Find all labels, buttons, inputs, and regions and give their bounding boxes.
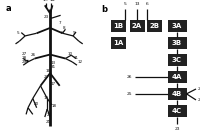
Text: 13: 13	[50, 61, 56, 65]
Text: 1A: 1A	[113, 40, 123, 46]
Text: 26: 26	[127, 75, 132, 79]
Text: 4B: 4B	[172, 91, 182, 97]
Text: 25: 25	[198, 87, 200, 91]
Text: 3C: 3C	[172, 57, 182, 63]
Text: 17: 17	[50, 82, 56, 86]
Bar	[168, 37, 186, 49]
Text: 5: 5	[17, 31, 20, 35]
Text: 6: 6	[146, 2, 148, 6]
Text: 3A: 3A	[172, 23, 182, 29]
Bar	[168, 71, 186, 83]
Text: b: b	[101, 5, 107, 14]
Text: 20: 20	[34, 102, 39, 106]
Bar	[146, 20, 162, 32]
Text: 25: 25	[126, 92, 132, 96]
Bar	[168, 54, 186, 66]
Text: 2A: 2A	[132, 23, 142, 29]
Text: 24: 24	[198, 98, 200, 102]
Text: 14: 14	[43, 0, 49, 2]
Text: 2B: 2B	[149, 23, 159, 29]
Text: 31: 31	[50, 65, 56, 68]
Text: 15: 15	[50, 0, 55, 2]
Bar	[168, 105, 186, 117]
Bar	[110, 37, 126, 49]
Bar	[130, 20, 144, 32]
Text: 11: 11	[74, 56, 79, 60]
Text: 21: 21	[46, 120, 51, 124]
Text: 22: 22	[47, 113, 52, 117]
Text: 3B: 3B	[172, 40, 182, 46]
Text: 18: 18	[51, 104, 56, 108]
Text: 5: 5	[124, 2, 126, 6]
Text: 9: 9	[73, 31, 75, 35]
Text: 1B: 1B	[113, 23, 123, 29]
Text: 29: 29	[22, 60, 27, 64]
Text: 6: 6	[61, 31, 64, 35]
Text: 13: 13	[134, 2, 140, 6]
Text: 28: 28	[22, 56, 27, 60]
Text: 26: 26	[31, 53, 36, 57]
Text: 19: 19	[43, 96, 48, 100]
Text: 4A: 4A	[172, 74, 182, 80]
Text: 10: 10	[68, 52, 73, 56]
Text: 12: 12	[77, 60, 82, 64]
Bar	[168, 88, 186, 100]
Text: 27: 27	[22, 52, 27, 56]
Text: 23: 23	[44, 75, 49, 79]
Text: 7: 7	[59, 21, 61, 25]
Text: 8: 8	[63, 26, 66, 30]
Text: a: a	[6, 4, 12, 13]
Text: 23: 23	[174, 127, 180, 131]
Text: 16: 16	[45, 69, 50, 73]
Text: 4C: 4C	[172, 108, 182, 114]
Bar	[168, 20, 186, 32]
Text: 23: 23	[44, 15, 49, 19]
Bar	[110, 20, 126, 32]
